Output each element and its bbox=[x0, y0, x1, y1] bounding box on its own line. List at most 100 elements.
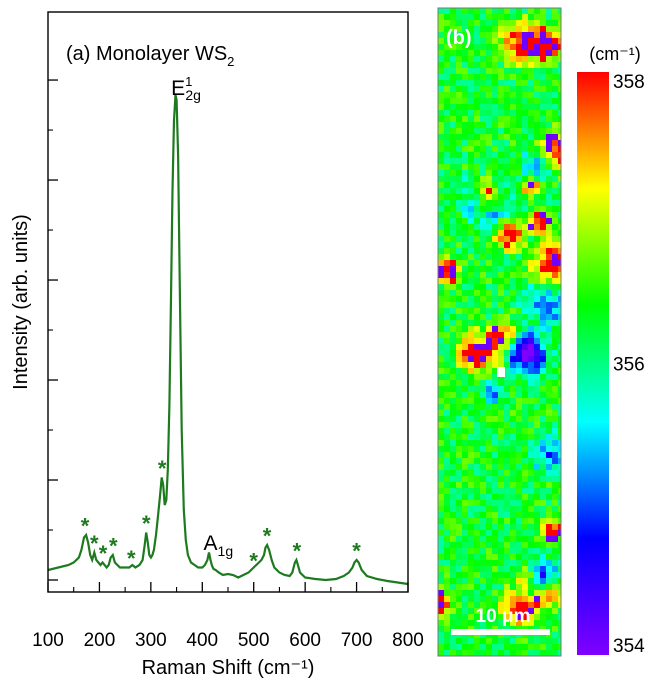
heatmap-cell bbox=[486, 170, 492, 176]
heatmap-cell bbox=[540, 308, 546, 314]
heatmap-cell bbox=[504, 572, 510, 578]
heatmap-cell bbox=[438, 296, 444, 302]
heatmap-cell bbox=[480, 296, 486, 302]
heatmap-cell bbox=[444, 350, 450, 356]
heatmap-cell bbox=[474, 500, 480, 506]
heatmap-cell bbox=[534, 380, 540, 386]
heatmap-cell bbox=[450, 404, 456, 410]
heatmap-cell bbox=[498, 350, 504, 356]
heatmap-cell bbox=[438, 404, 444, 410]
heatmap-cell bbox=[492, 248, 498, 254]
heatmap-cell bbox=[552, 476, 558, 482]
heatmap-cell bbox=[558, 62, 561, 68]
heatmap-cell bbox=[510, 206, 516, 212]
heatmap-cell bbox=[558, 626, 561, 632]
heatmap-cell bbox=[552, 116, 558, 122]
peak-asterisk: * bbox=[81, 514, 90, 539]
heatmap-cell bbox=[450, 326, 456, 332]
heatmap-cell bbox=[528, 620, 534, 626]
heatmap-cell bbox=[522, 506, 528, 512]
heatmap-cell bbox=[462, 542, 468, 548]
heatmap-cell bbox=[528, 170, 534, 176]
heatmap-cell bbox=[486, 50, 492, 56]
heatmap-cell bbox=[462, 38, 468, 44]
heatmap-cell bbox=[516, 422, 522, 428]
heatmap-cell bbox=[492, 578, 498, 584]
heatmap-cell bbox=[534, 650, 540, 656]
heatmap-cell bbox=[486, 410, 492, 416]
heatmap-cell bbox=[486, 602, 492, 608]
heatmap-cell bbox=[558, 278, 561, 284]
heatmap-cell bbox=[474, 314, 480, 320]
heatmap-cell bbox=[546, 170, 552, 176]
heatmap-cell bbox=[558, 80, 561, 86]
heatmap-cell bbox=[498, 410, 504, 416]
heatmap-cell bbox=[528, 182, 534, 188]
heatmap-cell bbox=[462, 80, 468, 86]
heatmap-cell bbox=[456, 452, 462, 458]
heatmap-cell bbox=[480, 290, 486, 296]
heatmap-cell bbox=[552, 128, 558, 134]
heatmap-cell bbox=[468, 476, 474, 482]
heatmap-cell bbox=[516, 554, 522, 560]
heatmap-cell bbox=[498, 74, 504, 80]
heatmap-cell bbox=[468, 116, 474, 122]
peak-asterisk: * bbox=[293, 539, 302, 564]
heatmap-cell bbox=[474, 524, 480, 530]
heatmap-cell bbox=[480, 134, 486, 140]
heatmap-cell bbox=[498, 230, 504, 236]
heatmap-cell bbox=[498, 266, 504, 272]
heatmap-cell bbox=[498, 326, 504, 332]
heatmap-cell bbox=[444, 8, 450, 14]
heatmap-cell bbox=[480, 86, 486, 92]
heatmap-cell bbox=[516, 620, 522, 626]
heatmap-cell bbox=[480, 224, 486, 230]
heatmap-cell bbox=[450, 116, 456, 122]
heatmap-cell bbox=[468, 392, 474, 398]
heatmap-cell bbox=[438, 440, 444, 446]
heatmap-cell bbox=[546, 56, 552, 62]
heatmap-cell bbox=[510, 446, 516, 452]
heatmap-cell bbox=[546, 110, 552, 116]
heatmap-cell bbox=[546, 386, 552, 392]
heatmap-cell bbox=[450, 74, 456, 80]
heatmap-cell bbox=[498, 206, 504, 212]
heatmap-cell bbox=[486, 188, 492, 194]
heatmap-cell bbox=[438, 638, 444, 644]
heatmap-cell bbox=[558, 584, 561, 590]
heatmap-cell bbox=[546, 602, 552, 608]
heatmap-cell bbox=[498, 620, 504, 626]
heatmap-cell bbox=[510, 464, 516, 470]
heatmap-cell bbox=[540, 164, 546, 170]
heatmap-cell bbox=[516, 86, 522, 92]
heatmap-cell bbox=[546, 362, 552, 368]
heatmap-cell bbox=[486, 518, 492, 524]
heatmap-cell bbox=[540, 488, 546, 494]
heatmap-cell bbox=[480, 188, 486, 194]
heatmap-cell bbox=[498, 572, 504, 578]
heatmap-cell bbox=[528, 230, 534, 236]
heatmap-cell bbox=[462, 584, 468, 590]
heatmap-cell bbox=[516, 446, 522, 452]
heatmap-cell bbox=[444, 602, 450, 608]
heatmap-cell bbox=[450, 548, 456, 554]
heatmap-cell bbox=[504, 62, 510, 68]
heatmap-cell bbox=[516, 122, 522, 128]
heatmap-cell bbox=[534, 152, 540, 158]
heatmap-cell bbox=[486, 638, 492, 644]
heatmap-cell bbox=[468, 416, 474, 422]
heatmap-cell bbox=[444, 164, 450, 170]
heatmap-cell bbox=[480, 530, 486, 536]
heatmap-cell bbox=[540, 362, 546, 368]
heatmap-cell bbox=[474, 350, 480, 356]
heatmap-cell bbox=[474, 380, 480, 386]
heatmap-cell bbox=[492, 164, 498, 170]
heatmap-cell bbox=[468, 470, 474, 476]
heatmap-cell bbox=[510, 314, 516, 320]
heatmap-cell bbox=[474, 236, 480, 242]
heatmap-cell bbox=[486, 308, 492, 314]
heatmap-cell bbox=[492, 80, 498, 86]
heatmap-cell bbox=[510, 542, 516, 548]
heatmap-cell bbox=[546, 572, 552, 578]
